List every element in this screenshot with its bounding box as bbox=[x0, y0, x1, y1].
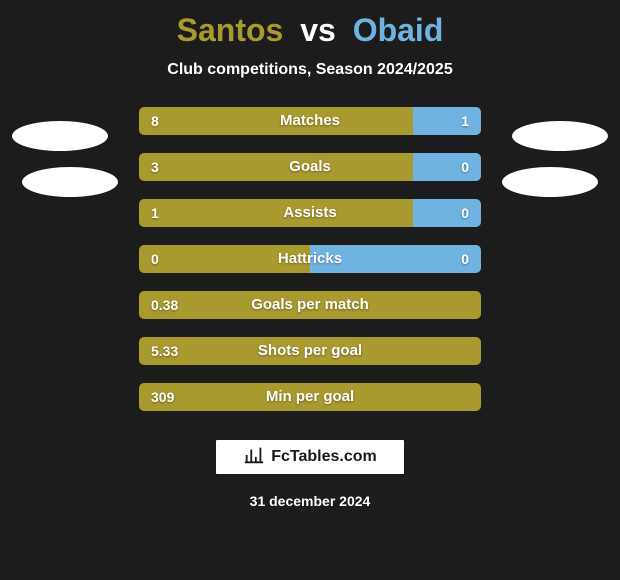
bar-chart-icon bbox=[243, 444, 265, 471]
player1-flag-placeholder bbox=[22, 167, 118, 197]
player1-name: Santos bbox=[177, 12, 284, 48]
comparison-card: Santos vs Obaid Club competitions, Seaso… bbox=[0, 0, 620, 580]
content-area: 81Matches 30Goals 10Assists 00Hattricks 0.38… bbox=[0, 107, 620, 411]
player2-flag-placeholder bbox=[502, 167, 598, 197]
bar-segment-left bbox=[139, 107, 413, 135]
stat-row: 30Goals bbox=[139, 153, 481, 181]
bar-segment-left bbox=[139, 337, 481, 365]
stat-bars: 81Matches 30Goals 10Assists 00Hattricks 0.38… bbox=[139, 107, 481, 411]
player2-badge-placeholder bbox=[512, 121, 608, 151]
bar-segment-left bbox=[139, 245, 310, 273]
subtitle: Club competitions, Season 2024/2025 bbox=[0, 61, 620, 79]
player2-name: Obaid bbox=[353, 12, 444, 48]
bar-segment-right bbox=[413, 107, 481, 135]
stat-row: 309Min per goal bbox=[139, 383, 481, 411]
bar-segment-left bbox=[139, 153, 413, 181]
stat-row: 0.38Goals per match bbox=[139, 291, 481, 319]
date-text: 31 december 2024 bbox=[0, 493, 620, 509]
vs-text: vs bbox=[300, 12, 336, 48]
bar-segment-left bbox=[139, 291, 481, 319]
player1-badge-placeholder bbox=[12, 121, 108, 151]
bar-segment-left bbox=[139, 383, 481, 411]
bar-segment-right bbox=[413, 199, 481, 227]
stat-row: 10Assists bbox=[139, 199, 481, 227]
bar-segment-right bbox=[310, 245, 481, 273]
stat-row: 5.33Shots per goal bbox=[139, 337, 481, 365]
branding-badge[interactable]: FcTables.com bbox=[215, 439, 405, 475]
bar-segment-left bbox=[139, 199, 413, 227]
stat-row: 00Hattricks bbox=[139, 245, 481, 273]
title: Santos vs Obaid bbox=[0, 12, 620, 49]
stat-row: 81Matches bbox=[139, 107, 481, 135]
branding-text: FcTables.com bbox=[271, 448, 377, 466]
bar-segment-right bbox=[413, 153, 481, 181]
